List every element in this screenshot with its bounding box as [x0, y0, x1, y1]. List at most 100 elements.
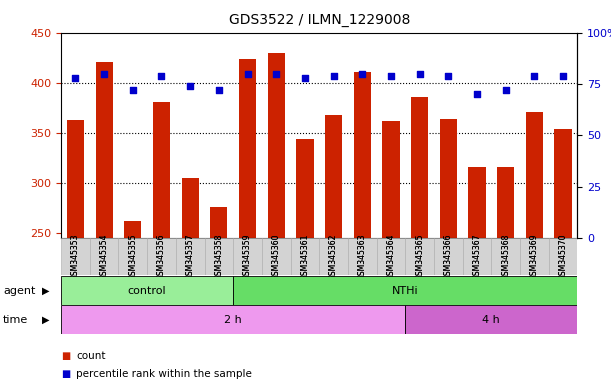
FancyBboxPatch shape [376, 238, 405, 275]
Text: GSM345368: GSM345368 [501, 233, 510, 280]
Text: GSM345356: GSM345356 [157, 233, 166, 280]
Text: NTHi: NTHi [392, 286, 419, 296]
Text: 4 h: 4 h [483, 314, 500, 325]
Text: GSM345366: GSM345366 [444, 233, 453, 280]
Text: GSM345355: GSM345355 [128, 233, 137, 280]
Text: 2 h: 2 h [224, 314, 242, 325]
Bar [411, 97, 428, 238]
Text: ■: ■ [61, 351, 70, 361]
Bar [67, 120, 84, 238]
Text: GSM345368: GSM345368 [501, 233, 510, 280]
Text: time: time [3, 315, 28, 325]
Bar [554, 129, 572, 238]
Bar [124, 221, 141, 238]
Bar [296, 139, 313, 238]
Text: GSM345360: GSM345360 [272, 233, 280, 280]
Text: count: count [76, 351, 106, 361]
Bar [382, 121, 400, 238]
Text: GSM345360: GSM345360 [272, 233, 280, 280]
FancyBboxPatch shape [61, 238, 90, 275]
Point [415, 71, 425, 77]
Point [558, 73, 568, 79]
Text: control: control [128, 286, 166, 296]
Bar [440, 119, 457, 238]
Text: GSM345364: GSM345364 [386, 233, 395, 280]
Point [472, 91, 482, 98]
Text: ■: ■ [61, 369, 70, 379]
Bar [497, 167, 514, 238]
Point [128, 87, 137, 93]
Point [300, 75, 310, 81]
FancyBboxPatch shape [90, 238, 119, 275]
Text: GSM345358: GSM345358 [214, 233, 224, 280]
FancyBboxPatch shape [520, 238, 549, 275]
Text: GSM345362: GSM345362 [329, 233, 338, 280]
FancyBboxPatch shape [61, 305, 405, 334]
FancyBboxPatch shape [549, 238, 577, 275]
FancyBboxPatch shape [405, 305, 577, 334]
Text: GSM345357: GSM345357 [186, 233, 195, 280]
FancyBboxPatch shape [205, 238, 233, 275]
Point [243, 71, 252, 77]
Point [501, 87, 511, 93]
Point [156, 73, 166, 79]
Text: GSM345356: GSM345356 [157, 233, 166, 280]
Bar [525, 112, 543, 238]
FancyBboxPatch shape [61, 276, 233, 305]
Text: GSM345358: GSM345358 [214, 233, 224, 280]
Point [444, 73, 453, 79]
Text: GSM345354: GSM345354 [100, 233, 109, 280]
FancyBboxPatch shape [119, 238, 147, 275]
Text: GSM345354: GSM345354 [100, 233, 109, 280]
Text: GSM345365: GSM345365 [415, 233, 424, 280]
FancyBboxPatch shape [291, 238, 319, 275]
Text: GSM345355: GSM345355 [128, 233, 137, 280]
Bar [268, 53, 285, 238]
Bar [325, 115, 342, 238]
Point [357, 71, 367, 77]
Text: GSM345361: GSM345361 [301, 233, 309, 280]
Text: agent: agent [3, 286, 35, 296]
FancyBboxPatch shape [405, 238, 434, 275]
Text: GSM345362: GSM345362 [329, 233, 338, 280]
Text: GSM345369: GSM345369 [530, 233, 539, 280]
Text: GSM345367: GSM345367 [472, 233, 481, 280]
FancyBboxPatch shape [348, 238, 376, 275]
Text: ▶: ▶ [42, 315, 49, 325]
Text: GSM345370: GSM345370 [558, 233, 568, 280]
Point [99, 71, 109, 77]
Text: GSM345361: GSM345361 [301, 233, 309, 280]
FancyBboxPatch shape [262, 238, 291, 275]
Bar [153, 102, 170, 238]
Text: GSM345359: GSM345359 [243, 233, 252, 280]
Text: GSM345353: GSM345353 [71, 233, 80, 280]
FancyBboxPatch shape [233, 276, 577, 305]
Point [214, 87, 224, 93]
Point [70, 75, 80, 81]
Point [185, 83, 195, 89]
Bar [95, 62, 113, 238]
Text: GSM345369: GSM345369 [530, 233, 539, 280]
FancyBboxPatch shape [176, 238, 205, 275]
FancyBboxPatch shape [491, 238, 520, 275]
Bar [239, 59, 256, 238]
Point [530, 73, 540, 79]
Text: GSM345363: GSM345363 [358, 233, 367, 280]
Text: GSM345363: GSM345363 [358, 233, 367, 280]
Bar [469, 167, 486, 238]
Text: GSM345370: GSM345370 [558, 233, 568, 280]
Text: percentile rank within the sample: percentile rank within the sample [76, 369, 252, 379]
Point [271, 71, 281, 77]
Text: GSM345366: GSM345366 [444, 233, 453, 280]
FancyBboxPatch shape [319, 238, 348, 275]
Bar [354, 72, 371, 238]
Text: GSM345357: GSM345357 [186, 233, 195, 280]
FancyBboxPatch shape [463, 238, 491, 275]
Text: ▶: ▶ [42, 286, 49, 296]
Text: GSM345353: GSM345353 [71, 233, 80, 280]
FancyBboxPatch shape [233, 238, 262, 275]
Bar [210, 207, 227, 238]
Point [329, 73, 338, 79]
Text: GSM345359: GSM345359 [243, 233, 252, 280]
FancyBboxPatch shape [434, 238, 463, 275]
